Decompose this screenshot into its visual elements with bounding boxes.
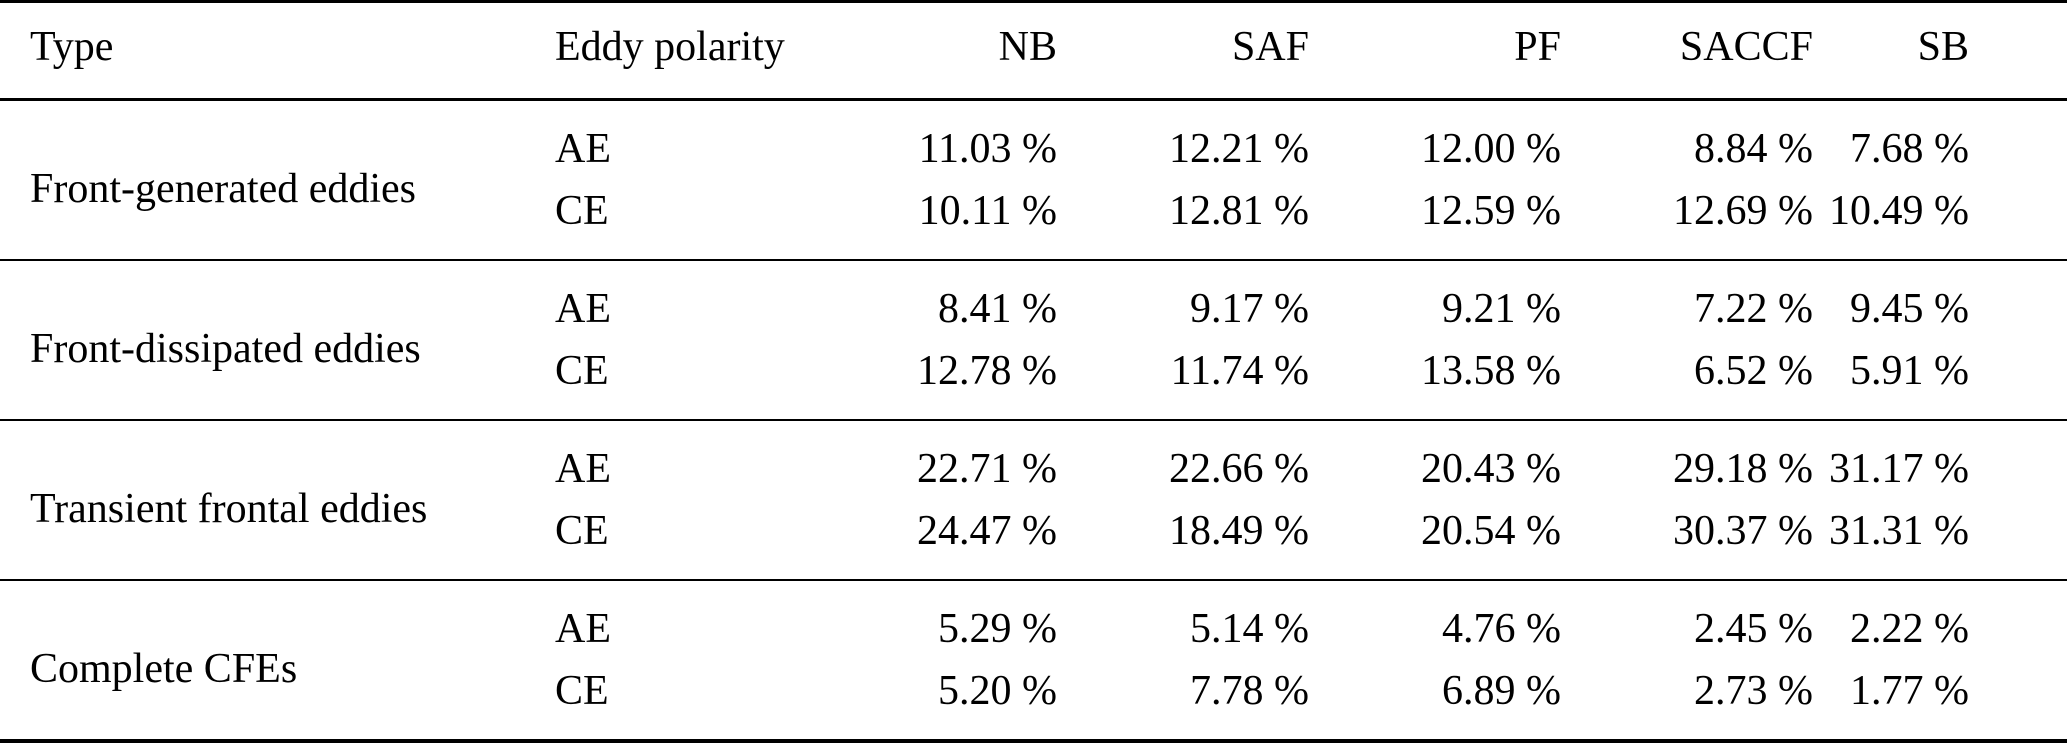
- value-saf: 12.81 %: [1169, 188, 1309, 234]
- value-pf: 20.54 %: [1421, 508, 1561, 554]
- polarity-label: AE: [555, 446, 611, 492]
- value-saccf: 2.73 %: [1694, 668, 1813, 714]
- value-saccf: 30.37 %: [1673, 508, 1813, 554]
- col-header-type: Type: [0, 1, 555, 101]
- group-front-dissipated-eddies: Front-dissipated eddies AE 8.41 % 9.17 %…: [0, 260, 2067, 420]
- value-saf: 12.21 %: [1169, 126, 1309, 172]
- value-pf: 12.59 %: [1421, 188, 1561, 234]
- value-nb: 11.03 %: [918, 126, 1057, 172]
- eddy-type-label: Front-generated eddies: [30, 165, 417, 212]
- eddy-type-label: Complete CFEs: [30, 645, 298, 692]
- value-nb: 22.71 %: [917, 446, 1057, 492]
- value-saccf: 12.69 %: [1673, 188, 1813, 234]
- value-sb: 9.45 %: [1850, 286, 1969, 332]
- polarity-label: CE: [555, 348, 609, 394]
- value-nb: 24.47 %: [917, 508, 1057, 554]
- polarity-label: CE: [555, 668, 609, 714]
- col-header-saf: SAF: [1057, 1, 1309, 101]
- value-sb: 5.91 %: [1850, 348, 1969, 394]
- value-sb: 1.77 %: [1850, 668, 1969, 714]
- value-saf: 11.74 %: [1170, 348, 1309, 394]
- value-sb: 7.68 %: [1850, 126, 1969, 172]
- eddy-type-label: Front-dissipated eddies: [30, 325, 421, 372]
- table-row: Front-dissipated eddies AE 8.41 % 9.17 %…: [0, 260, 2067, 372]
- polarity-label: CE: [555, 508, 609, 554]
- col-header-sb: SB: [1813, 1, 2067, 101]
- value-sb: 31.17 %: [1829, 446, 1969, 492]
- value-saf: 7.78 %: [1190, 668, 1309, 714]
- value-saccf: 8.84 %: [1694, 126, 1813, 172]
- value-nb: 5.20 %: [938, 668, 1057, 714]
- value-saf: 5.14 %: [1190, 606, 1309, 652]
- value-saf: 22.66 %: [1169, 446, 1309, 492]
- value-saccf: 2.45 %: [1694, 606, 1813, 652]
- header-row: Type Eddy polarity NB SAF PF SACCF SB: [0, 1, 2067, 101]
- value-sb: 10.49 %: [1829, 188, 1969, 234]
- value-saccf: 7.22 %: [1694, 286, 1813, 332]
- table-row: CE 10.11 % 12.81 % 12.59 % 12.69 % 10.49…: [0, 180, 2067, 260]
- col-header-saccf: SACCF: [1561, 1, 1813, 101]
- value-pf: 20.43 %: [1421, 446, 1561, 492]
- table-row: Transient frontal eddies AE 22.71 % 22.6…: [0, 420, 2067, 532]
- polarity-label: AE: [555, 126, 611, 172]
- value-pf: 6.89 %: [1442, 668, 1561, 714]
- polarity-label: CE: [555, 188, 609, 234]
- polarity-label: AE: [555, 606, 611, 652]
- value-pf: 12.00 %: [1421, 126, 1561, 172]
- table-header: Type Eddy polarity NB SAF PF SACCF SB: [0, 1, 2067, 101]
- value-nb: 8.41 %: [938, 286, 1057, 332]
- value-nb: 12.78 %: [917, 348, 1057, 394]
- group-transient-frontal-eddies: Transient frontal eddies AE 22.71 % 22.6…: [0, 420, 2067, 580]
- value-nb: 10.11 %: [918, 188, 1057, 234]
- value-saf: 18.49 %: [1169, 508, 1309, 554]
- col-header-eddy-polarity: Eddy polarity: [555, 1, 805, 101]
- table-row: Complete CFEs AE 5.29 % 5.14 % 4.76 % 2.…: [0, 580, 2067, 692]
- col-header-nb: NB: [805, 1, 1057, 101]
- value-sb: 31.31 %: [1829, 508, 1969, 554]
- value-saccf: 6.52 %: [1694, 348, 1813, 394]
- value-pf: 9.21 %: [1442, 286, 1561, 332]
- value-sb: 2.22 %: [1850, 606, 1969, 652]
- table-row: CE 12.78 % 11.74 % 13.58 % 6.52 % 5.91 %: [0, 340, 2067, 420]
- col-header-pf: PF: [1309, 1, 1561, 101]
- table-row: CE 5.20 % 7.78 % 6.89 % 2.73 % 1.77 %: [0, 660, 2067, 741]
- eddy-type-label: Transient frontal eddies: [30, 485, 428, 532]
- group-complete-cfes: Complete CFEs AE 5.29 % 5.14 % 4.76 % 2.…: [0, 580, 2067, 741]
- value-saccf: 29.18 %: [1673, 446, 1813, 492]
- value-nb: 5.29 %: [938, 606, 1057, 652]
- value-pf: 4.76 %: [1442, 606, 1561, 652]
- table-row: Front-generated eddies AE 11.03 % 12.21 …: [0, 100, 2067, 212]
- value-saf: 9.17 %: [1190, 286, 1309, 332]
- value-pf: 13.58 %: [1421, 348, 1561, 394]
- polarity-label: AE: [555, 286, 611, 332]
- group-front-generated-eddies: Front-generated eddies AE 11.03 % 12.21 …: [0, 100, 2067, 260]
- table-row: CE 24.47 % 18.49 % 20.54 % 30.37 % 31.31…: [0, 500, 2067, 580]
